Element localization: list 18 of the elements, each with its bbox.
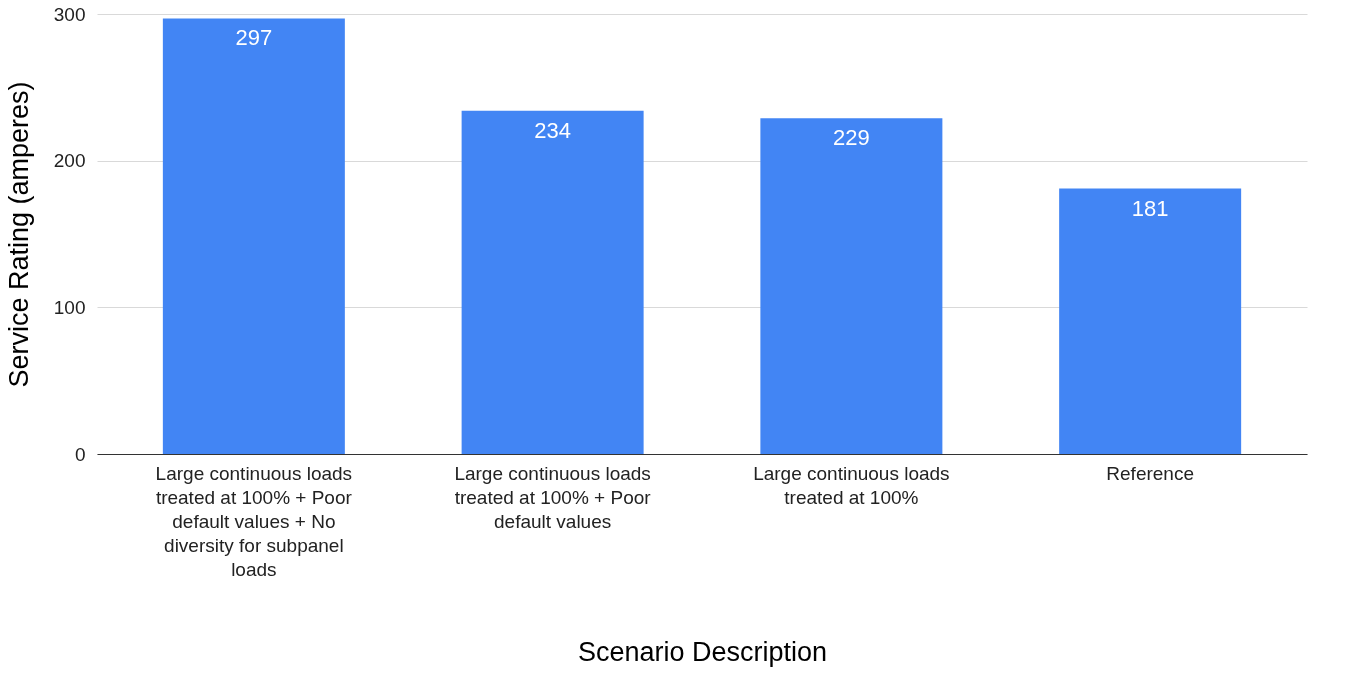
x-tick-label: Large continuous loads treated at 100%: [753, 462, 950, 508]
y-tick-label: 300: [53, 3, 86, 25]
bar: [1059, 188, 1242, 454]
x-axis-title: Scenario Description: [577, 636, 828, 667]
bar: [162, 18, 345, 454]
y-tick-label: 200: [53, 150, 86, 172]
x-tick-label: Large continuous loads treated at 100% + Poor default values + No diversity for subpanel loads: [155, 462, 353, 580]
x-tick-label: Large continuous loads treated at 100% + Poor default values: [454, 462, 652, 532]
x-tick-label: Reference: [1106, 462, 1194, 484]
y-axis-title: Service Rating (amperes): [3, 81, 34, 388]
data-label: 181: [1131, 195, 1169, 221]
data-label: 297: [235, 25, 273, 51]
bar: [760, 118, 943, 454]
y-tick-label: 100: [53, 296, 86, 318]
bar: [461, 110, 644, 454]
data-label: 234: [534, 117, 571, 143]
data-label: 229: [833, 125, 870, 151]
y-tick-label: 0: [74, 443, 86, 465]
